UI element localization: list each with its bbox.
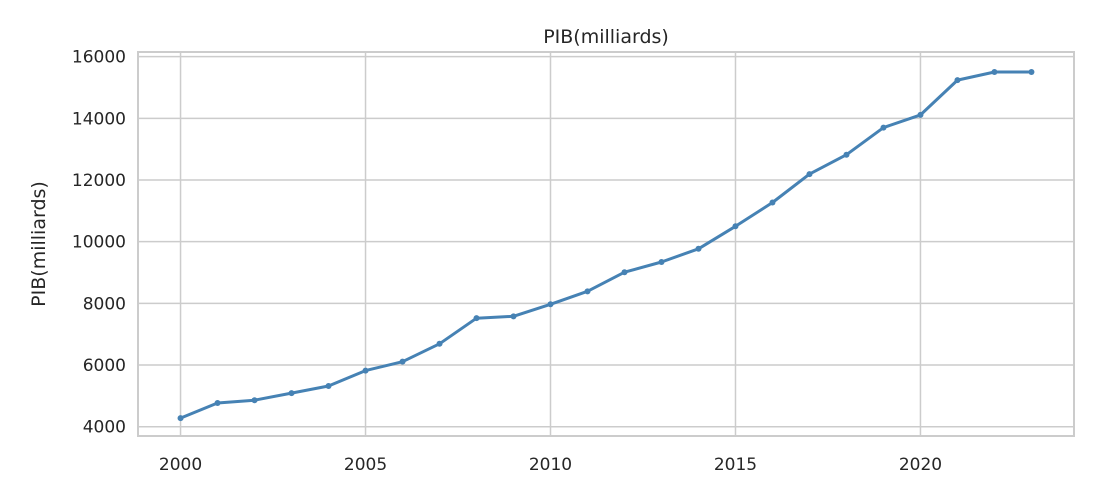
y-tick-label: 14000	[72, 109, 126, 129]
data-point	[584, 288, 591, 295]
data-point	[547, 301, 554, 308]
data-point	[991, 69, 998, 76]
data-point	[621, 269, 628, 276]
data-point	[769, 199, 776, 206]
data-point	[177, 415, 184, 422]
chart-title: PIB(milliards)	[543, 26, 669, 48]
y-tick-label: 12000	[72, 171, 126, 191]
data-point	[880, 124, 887, 131]
plot-frame	[137, 51, 1075, 437]
data-point	[436, 340, 443, 347]
series-layer	[177, 69, 1035, 422]
data-point	[917, 111, 924, 118]
data-point	[214, 399, 221, 406]
series-line	[179, 70, 1033, 420]
y-tick-label: 8000	[83, 294, 126, 314]
x-tick-label: 2000	[159, 455, 202, 475]
x-tick-label: 2010	[529, 455, 572, 475]
data-point	[251, 397, 258, 404]
y-tick-label: 16000	[72, 48, 126, 68]
data-point	[1028, 69, 1035, 76]
data-point	[732, 223, 739, 230]
data-point	[399, 358, 406, 365]
y-axis-label: PIB(milliards)	[28, 181, 50, 307]
data-point	[473, 315, 480, 322]
data-point	[954, 77, 961, 84]
y-tick-label: 6000	[83, 356, 126, 376]
data-point	[362, 367, 369, 374]
y-tick-label: 4000	[83, 418, 126, 438]
data-point	[325, 383, 332, 390]
x-tick-label: 2020	[899, 455, 942, 475]
data-point	[695, 245, 702, 252]
data-point	[843, 151, 850, 158]
grid	[138, 52, 1074, 436]
data-point	[806, 171, 813, 178]
data-point	[288, 390, 295, 397]
tick-labels: 2000 2005 2010 2015 2020 4000 6000 8000 10000 120…	[72, 48, 942, 475]
data-point	[658, 259, 665, 266]
data-point	[510, 313, 517, 320]
y-tick-label: 10000	[72, 233, 126, 253]
x-tick-label: 2015	[714, 455, 757, 475]
x-tick-label: 2005	[344, 455, 387, 475]
